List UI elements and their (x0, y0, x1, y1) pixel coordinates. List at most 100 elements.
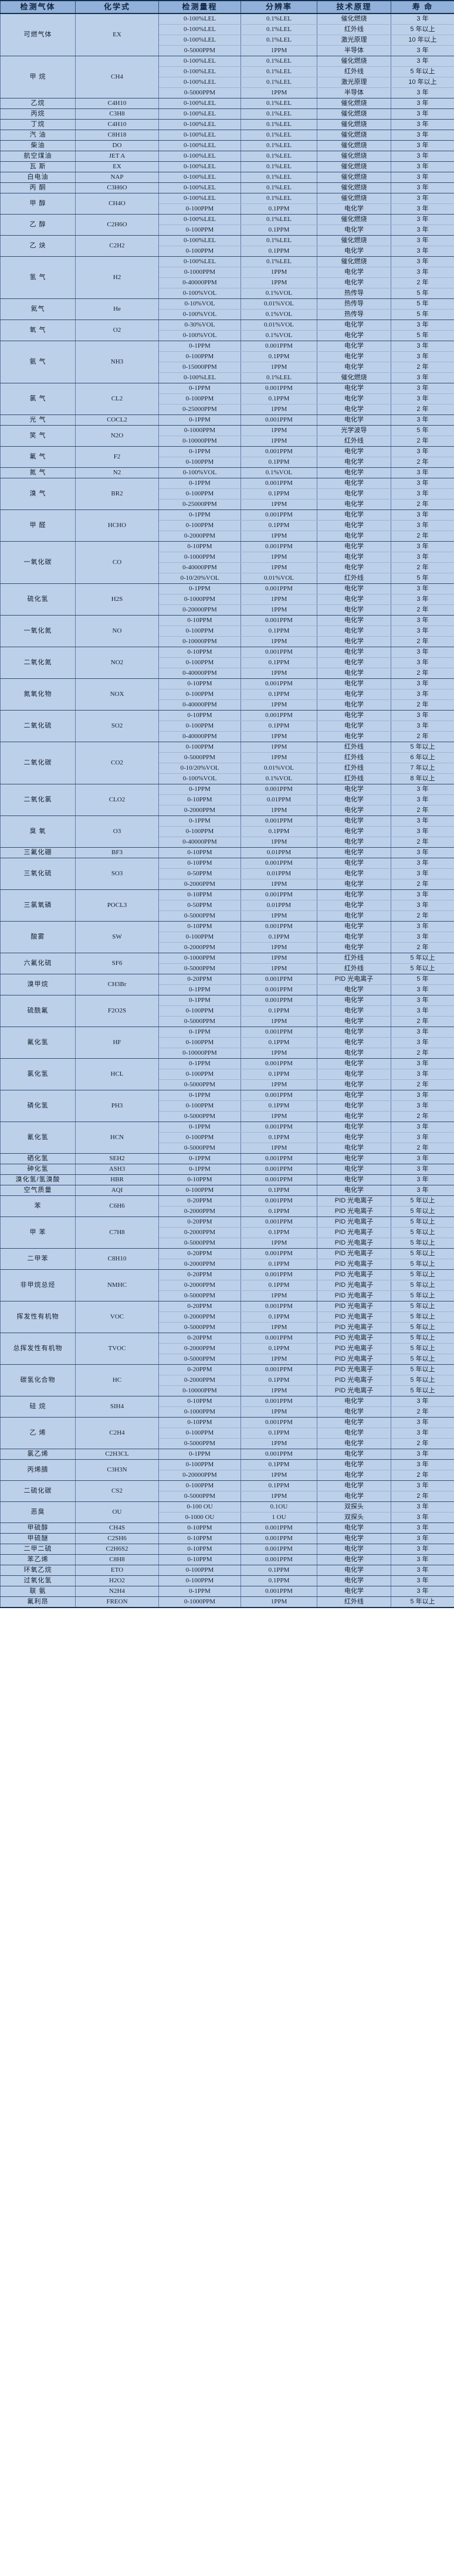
service-life-cell: 3 年 (391, 615, 454, 626)
column-header-range: 检测量程 (158, 0, 241, 14)
technology-principle-cell: 催化燃烧 (317, 256, 391, 267)
service-life-cell: 3 年 (391, 1533, 454, 1544)
gas-name-cell: 非甲烷总烃 (0, 1269, 76, 1301)
table-row: 0-5000PPM 1PPM 半导体 3 年 (1, 87, 454, 98)
technology-principle-cell: 电化学 (317, 1153, 391, 1164)
detection-range-cell: 0-5000PPM (158, 1322, 241, 1333)
resolution-cell: 0.1%LEL (240, 130, 317, 141)
gas-name-cell: 甲 醇 (0, 193, 76, 215)
technology-principle-cell: PID 光电离子 (317, 1248, 391, 1259)
resolution-cell: 0.001PPM (240, 509, 317, 521)
service-life-cell: 5 年以上 (391, 1259, 454, 1270)
gas-name-cell: 空气质量 (0, 1185, 76, 1196)
chemical-formula-cell: HF (75, 1027, 159, 1059)
detection-range-cell: 0-100PPM (158, 351, 241, 362)
gas-name-cell: 柴油 (0, 140, 76, 151)
technology-principle-cell: PID 光电离子 (317, 1290, 391, 1301)
resolution-cell: 1PPM (240, 425, 317, 436)
service-life-cell: 3 年 (391, 1417, 454, 1428)
table-row: 0-100%LEL 0.1%LEL 激光原理 10 年以上 (1, 77, 454, 88)
gas-name-cell: 汽 油 (0, 130, 76, 141)
resolution-cell: 1PPM (240, 1322, 317, 1333)
resolution-cell: 1PPM (240, 604, 317, 616)
detection-range-cell: 0-100%LEL (158, 35, 241, 46)
chemical-formula-cell: BR2 (75, 478, 159, 510)
table-row: 0-100PPM 0.1PPM 电化学 3 年 (1, 1037, 454, 1048)
resolution-cell: 1PPM (240, 267, 317, 278)
resolution-cell: 1PPM (240, 910, 317, 922)
chemical-formula-cell: CH4O (75, 193, 159, 215)
chemical-formula-cell: CS2 (75, 1480, 159, 1502)
resolution-cell: 0.1PPM (240, 457, 317, 468)
resolution-cell: 0.001PPM (240, 1027, 317, 1038)
service-life-cell: 3 年 (391, 140, 454, 151)
technology-principle-cell: 电化学 (317, 657, 391, 668)
technology-principle-cell: 电化学 (317, 689, 391, 700)
detection-range-cell: 0-5000PPM (158, 1238, 241, 1249)
technology-principle-cell: 半导体 (317, 45, 391, 56)
service-life-cell: 3 年 (391, 689, 454, 700)
service-life-cell: 3 年 (391, 1512, 454, 1523)
resolution-cell: 1PPM (240, 531, 317, 542)
table-row: 0-100PPM 0.1PPM 电化学 3 年 (1, 689, 454, 700)
technology-principle-cell: 电化学 (317, 499, 391, 510)
detection-range-cell: 0-100PPM (158, 393, 241, 405)
technology-principle-cell: 红外线 (317, 24, 391, 35)
resolution-cell: 0.1PPM (240, 1005, 317, 1017)
gas-name-cell: 一氧化碳 (0, 541, 76, 584)
service-life-cell: 3 年 (391, 995, 454, 1006)
table-row: 氯乙烯 C2H3CL 0-1PPM 0.001PPM 电化学 3 年 (0, 1449, 454, 1460)
detection-range-cell: 0-100PPM (158, 689, 241, 700)
chemical-formula-cell: JET A (75, 151, 159, 162)
detection-range-cell: 0-10PPM (158, 541, 241, 552)
service-life-cell: 5 年以上 (391, 1596, 454, 1608)
resolution-cell: 0.001PPM (240, 984, 317, 995)
detection-range-cell: 0-10PPM (158, 1417, 241, 1428)
table-row: 一氧化氮 NO 0-10PPM 0.001PPM 电化学 3 年 (0, 615, 454, 647)
resolution-cell: 0.001PPM (240, 1586, 317, 1597)
resolution-cell: 0.1PPM (240, 1343, 317, 1354)
service-life-cell: 3 年 (391, 1185, 454, 1196)
gas-name-cell: 甲 苯 (0, 1216, 76, 1249)
resolution-cell: 0.001PPM (240, 1333, 317, 1344)
table-row: 三氟化硼 BF3 0-10PPM 0.01PPM 电化学 3 年 (0, 847, 454, 858)
table-row: 酸雾 SW 0-10PPM 0.001PPM 电化学 3 年 (0, 921, 454, 953)
service-life-cell: 2 年 (391, 1079, 454, 1090)
table-row: 0-2000PPM 0.1PPM PID 光电离子 5 年以上 (1, 1343, 454, 1354)
gas-name-cell: 氯化氢 (0, 1058, 76, 1090)
detection-range-cell: 0-1000PPM (158, 1406, 241, 1418)
service-life-cell: 10 年以上 (391, 77, 454, 88)
service-life-cell: 3 年 (391, 446, 454, 457)
resolution-cell: 0.1%LEL (240, 108, 317, 120)
resolution-cell: 0.001PPM (240, 1090, 317, 1101)
detection-range-cell: 0-10000PPM (158, 436, 241, 447)
technology-principle-cell: 电化学 (317, 837, 391, 848)
detection-range-cell: 0-100%LEL (158, 193, 241, 204)
service-life-cell: 5 年以上 (391, 66, 454, 77)
technology-principle-cell: 电化学 (317, 320, 391, 331)
detection-range-cell: 0-10PPM (158, 1533, 241, 1544)
technology-principle-cell: PID 光电离子 (317, 1322, 391, 1333)
table-row: 0-40000PPM 1PPM 电化学 2 年 (1, 731, 454, 742)
chemical-formula-cell: NOX (75, 678, 159, 711)
chemical-formula-cell: F2 (75, 446, 159, 468)
service-life-cell: 3 年 (391, 214, 454, 225)
service-life-cell: 3 年 (391, 932, 454, 943)
gas-name-cell: 二氧化氯 (0, 784, 76, 816)
technology-principle-cell: 红外线 (317, 573, 391, 584)
table-row: 苯乙烯 C8H8 0-10PPM 0.001PPM 电化学 3 年 (0, 1554, 454, 1565)
service-life-cell: 3 年 (391, 626, 454, 637)
technology-principle-cell: 催化燃烧 (317, 108, 391, 120)
service-life-cell: 3 年 (391, 320, 454, 331)
table-row: 0-100%LEL 0.1%LEL 红外线 5 年以上 (1, 66, 454, 77)
resolution-cell: 0.001PPM (240, 478, 317, 489)
resolution-cell: 0.001PPM (240, 383, 317, 394)
chemical-formula-cell: POCL3 (75, 889, 159, 922)
detection-range-cell: 0-1PPM (158, 1586, 241, 1597)
table-row: 乙 烯 C2H4 0-10PPM 0.001PPM 电化学 3 年 (0, 1417, 454, 1449)
detection-range-cell: 0-100%LEL (158, 256, 241, 267)
resolution-cell: 1PPM (240, 1491, 317, 1502)
gas-name-cell: 瓦 斯 (0, 161, 76, 172)
resolution-cell: 1PPM (240, 45, 317, 56)
table-row: 0-100PPM 0.1PPM 电化学 3 年 (1, 1069, 454, 1080)
